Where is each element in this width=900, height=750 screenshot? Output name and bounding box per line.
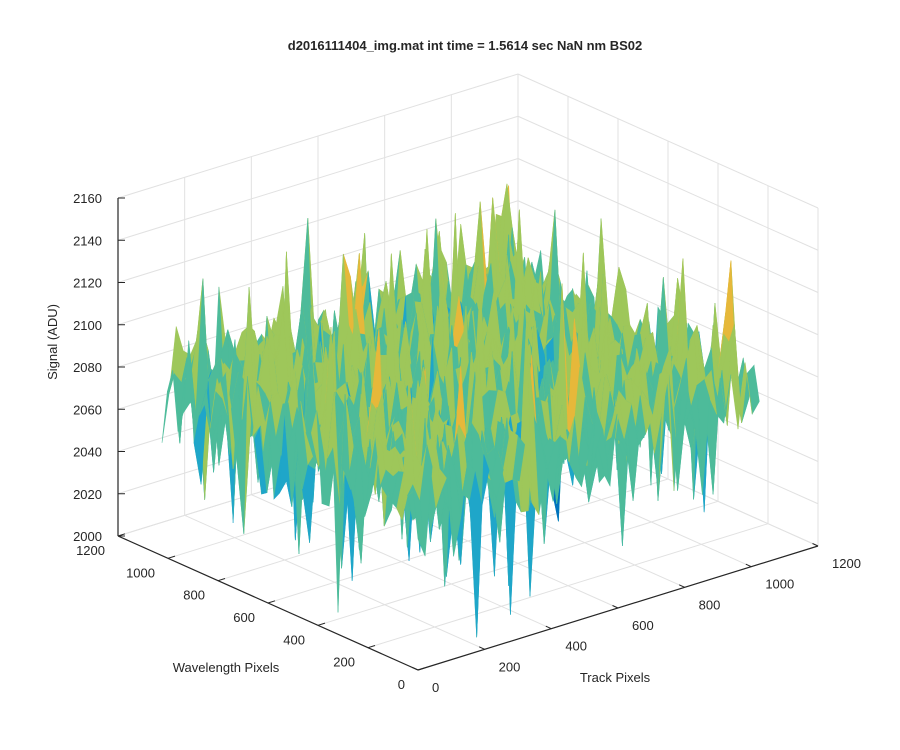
y-tick-mark [167, 555, 176, 559]
y-axis-label: Wavelength Pixels [173, 660, 280, 675]
y-tick-label: 1200 [76, 543, 105, 558]
grid-line-z-right [517, 158, 819, 293]
x-tick-label: 200 [499, 659, 521, 674]
x-tick-mark [745, 563, 752, 568]
x-tick-mark [412, 667, 419, 671]
grid-line-z-back [117, 73, 519, 199]
x-tick-label: 1000 [765, 577, 794, 592]
x-tick-mark [545, 625, 552, 630]
z-tick-label: 2060 [73, 402, 102, 417]
x-tick-mark [478, 646, 485, 650]
x-tick-label: 800 [699, 597, 721, 612]
chart-title: d2016111404_img.mat int time = 1.5614 se… [288, 38, 642, 53]
grid-line-z-right [517, 200, 819, 336]
y-tick-label: 600 [233, 610, 255, 625]
y-tick-mark [317, 622, 326, 626]
z-tick-label: 2020 [73, 487, 102, 502]
z-tick-label: 2160 [73, 191, 102, 206]
z-axis-label: Signal (ADU) [45, 304, 60, 380]
y-tick-mark [217, 577, 226, 582]
x-tick-mark [812, 543, 819, 547]
y-tick-mark [417, 667, 426, 671]
z-tick-label: 2140 [73, 233, 102, 248]
surface [161, 183, 760, 638]
x-tick-mark [678, 584, 685, 588]
y-tick-label: 400 [283, 632, 305, 647]
y-tick-mark [367, 644, 376, 649]
axis-lines [117, 197, 819, 671]
surface-patch [412, 484, 426, 557]
grid-line-z-back [117, 200, 519, 326]
x-tick-mark [612, 605, 619, 609]
grid-line-z-right [517, 73, 819, 209]
y-tick-mark [117, 533, 126, 537]
tick-labels: 2000202020402060208021002120214021600200… [73, 191, 861, 695]
x-tick-label: 400 [565, 639, 587, 654]
x-axis-label: Track Pixels [580, 670, 651, 685]
z-tick-label: 2120 [73, 276, 102, 291]
surface-patch [161, 373, 175, 443]
grid-line-z-right [517, 115, 819, 251]
z-tick-label: 2080 [73, 360, 102, 375]
y-tick-label: 800 [183, 588, 205, 603]
x-tick-label: 1200 [832, 556, 861, 571]
z-tick-label: 2000 [73, 529, 102, 544]
x-tick-label: 600 [632, 618, 654, 633]
grid-line-z-back [117, 242, 519, 368]
y-tick-label: 200 [333, 655, 355, 670]
grid-line-floor-y [367, 523, 769, 649]
x-tick-label: 0 [432, 680, 439, 695]
z-tick-label: 2100 [73, 318, 102, 333]
y-tick-label: 0 [398, 677, 405, 692]
z-tick-label: 2040 [73, 445, 102, 460]
grid-line-floor-y [267, 478, 669, 604]
grid-line-floor-y [317, 500, 719, 626]
grid-line-z-back [117, 115, 519, 241]
y-tick-label: 1000 [126, 565, 155, 580]
grid-line-z-right [517, 242, 819, 378]
y-tick-mark [267, 600, 276, 604]
grid-line-z-back [117, 158, 519, 283]
surface-patch [469, 471, 483, 638]
